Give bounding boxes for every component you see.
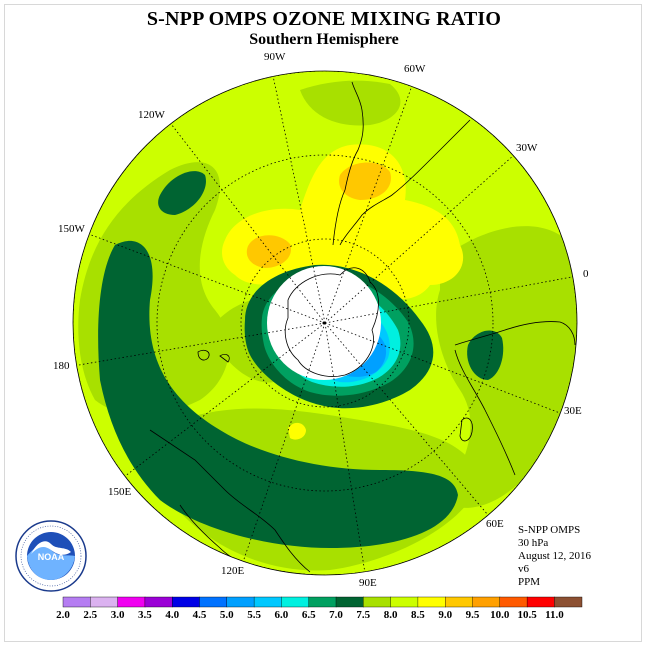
lon-label-30w: 30W bbox=[516, 142, 538, 154]
info-block: S-NPP OMPS 30 hPa August 12, 2016 v6 PPM bbox=[518, 524, 591, 589]
legend-tick-label: 7.5 bbox=[356, 609, 370, 621]
meridian-60w bbox=[324, 82, 414, 324]
plot-frame bbox=[4, 4, 642, 642]
legend-tick-label: 4.0 bbox=[165, 609, 179, 621]
legend-tick-label: 5.5 bbox=[247, 609, 261, 621]
meridian-120w bbox=[167, 119, 326, 324]
lon-label-0: 0 bbox=[583, 268, 589, 280]
noaa-logo-text: NOAA bbox=[38, 552, 65, 562]
lon-label-150e: 150E bbox=[108, 486, 132, 498]
meridian-0 bbox=[324, 275, 577, 324]
lon-label-60e: 60E bbox=[486, 518, 504, 530]
lon-label-180: 180 bbox=[53, 360, 70, 372]
antarctica-coast bbox=[284, 267, 379, 377]
lon-label-150w: 150W bbox=[58, 223, 85, 235]
legend-swatch-1 bbox=[90, 596, 119, 608]
legend-tick-label: 8.0 bbox=[384, 609, 398, 621]
legend-swatch-11 bbox=[363, 596, 392, 608]
lon-label-60w: 60W bbox=[404, 63, 426, 75]
legend-boxes bbox=[62, 596, 583, 608]
lon-label-90e: 90E bbox=[359, 577, 377, 589]
lon-label-30e: 30E bbox=[564, 405, 582, 417]
legend-swatch-3 bbox=[144, 596, 173, 608]
legend-tick-label: 10.0 bbox=[490, 609, 510, 621]
south-america-coast bbox=[332, 81, 471, 246]
legend-tick-label: 11.0 bbox=[545, 609, 564, 621]
graticule bbox=[73, 71, 577, 575]
legend-swatch-14 bbox=[445, 596, 474, 608]
legend-tick-label: 6.0 bbox=[275, 609, 289, 621]
legend-tick-label: 9.0 bbox=[438, 609, 452, 621]
legend-swatch-9 bbox=[308, 596, 337, 608]
ozone-zone-7p0-e bbox=[467, 330, 504, 380]
info-level: 30 hPa bbox=[518, 537, 549, 549]
madagascar-coast bbox=[459, 417, 473, 442]
legend-swatch-16 bbox=[499, 596, 528, 608]
legend-swatch-5 bbox=[199, 596, 228, 608]
latitude-circle-50s bbox=[156, 154, 494, 492]
map-boundary bbox=[72, 70, 578, 576]
legend-swatch-8 bbox=[281, 596, 310, 608]
ozone-zone-9p0-b bbox=[246, 235, 291, 268]
legend-tick-label: 6.5 bbox=[302, 609, 316, 621]
ozone-zone-9p0-a bbox=[339, 162, 391, 200]
info-date: August 12, 2016 bbox=[518, 550, 592, 562]
latitude-circle-70s bbox=[240, 238, 410, 408]
legend-ticks: 2.0 2.5 3.0 3.5 4.0 4.5 5.0 5.5 6.0 6.5 7.0 7.5 8.0 8… bbox=[56, 609, 564, 621]
legend-swatch-12 bbox=[390, 596, 419, 608]
lon-label-120w: 120W bbox=[138, 109, 165, 121]
noaa-logo-icon: NOAA bbox=[15, 520, 87, 592]
ozone-zone-7p0-nw bbox=[158, 171, 206, 215]
meridian-150w bbox=[85, 232, 326, 324]
legend-swatch-17 bbox=[526, 596, 555, 608]
lon-label-120e: 120E bbox=[221, 565, 245, 577]
meridian-180 bbox=[73, 322, 326, 367]
ozone-zone-8p5-spot bbox=[288, 422, 306, 440]
legend-tick-label: 2.0 bbox=[56, 609, 70, 621]
legend-tick-label: 3.5 bbox=[138, 609, 152, 621]
new-zealand-coast bbox=[197, 350, 230, 363]
legend-tick-label: 8.5 bbox=[411, 609, 425, 621]
south-pole-marker bbox=[322, 321, 326, 325]
info-unit: PPM bbox=[518, 576, 541, 588]
info-version: v6 bbox=[518, 563, 529, 575]
legend-swatch-0 bbox=[62, 596, 91, 608]
info-instrument: S-NPP OMPS bbox=[518, 524, 581, 536]
legend-tick-label: 3.0 bbox=[111, 609, 125, 621]
map-subtitle: Southern Hemisphere bbox=[249, 31, 399, 48]
map-title: S-NPP OMPS OZONE MIXING RATIO bbox=[146, 8, 502, 30]
legend-tick-label: 4.5 bbox=[193, 609, 207, 621]
legend-tick-label: 9.5 bbox=[466, 609, 480, 621]
legend-swatch-15 bbox=[472, 596, 501, 608]
ozone-zone-7p0-band bbox=[98, 240, 458, 548]
legend-swatch-6 bbox=[226, 596, 255, 608]
legend-tick-label: 5.0 bbox=[220, 609, 234, 621]
africa-coast bbox=[454, 321, 576, 476]
legend-swatch-2 bbox=[117, 596, 146, 608]
legend-tick-label: 10.5 bbox=[517, 609, 537, 621]
ozone-zone-7p5-north bbox=[300, 80, 401, 126]
lon-label-90w: 90W bbox=[264, 51, 286, 63]
legend-tick-label: 7.0 bbox=[329, 609, 343, 621]
meridian-90w bbox=[271, 71, 326, 324]
legend-swatch-4 bbox=[171, 596, 200, 608]
meridian-150e bbox=[119, 322, 326, 481]
ozone-zone-7p5-east bbox=[436, 226, 577, 508]
legend-swatch-7 bbox=[253, 596, 282, 608]
legend-swatch-18 bbox=[554, 596, 583, 608]
legend-tick-label: 2.5 bbox=[83, 609, 97, 621]
legend-swatch-10 bbox=[335, 596, 364, 608]
legend-swatch-13 bbox=[417, 596, 446, 608]
